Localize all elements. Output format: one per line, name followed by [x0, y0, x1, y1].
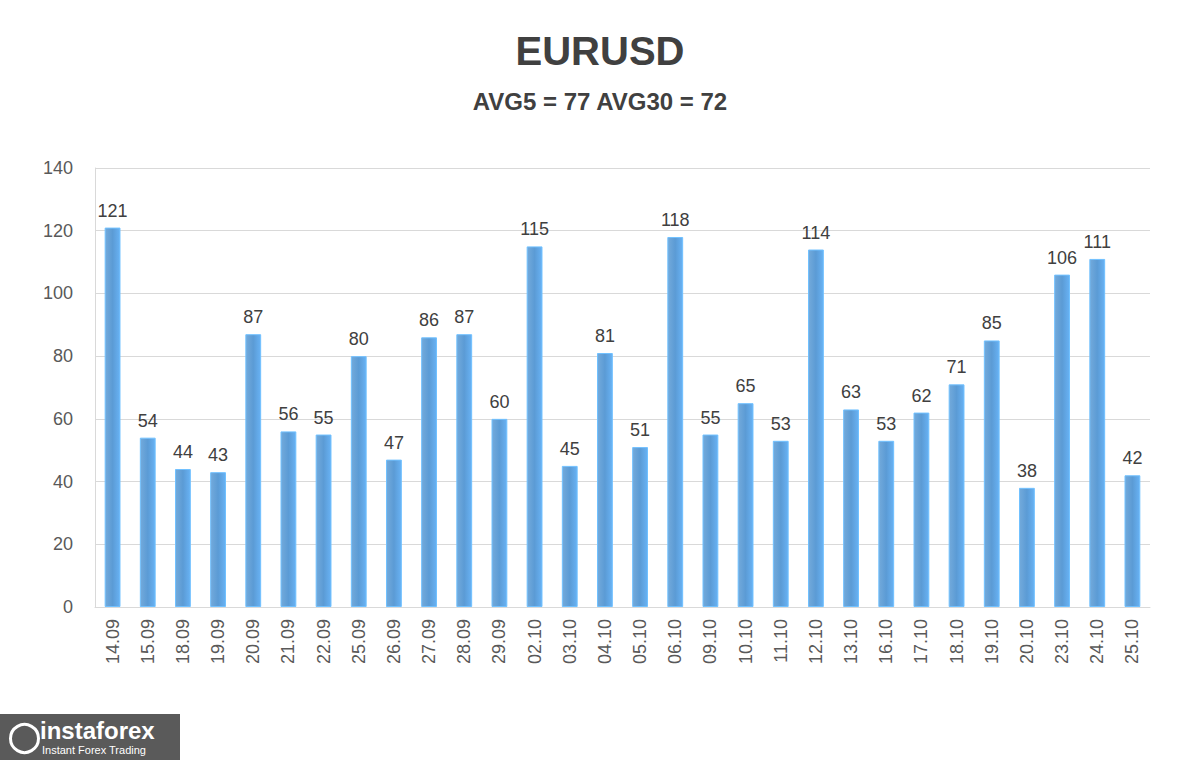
svg-text:20.09: 20.09 [243, 619, 263, 664]
svg-text:Instant Forex Trading: Instant Forex Trading [42, 744, 146, 756]
svg-text:23.10: 23.10 [1052, 619, 1072, 664]
svg-text:16.10: 16.10 [876, 619, 896, 664]
svg-text:21.09: 21.09 [278, 619, 298, 664]
svg-text:118: 118 [661, 210, 690, 230]
svg-text:18.09: 18.09 [173, 619, 193, 664]
svg-text:09.10: 09.10 [700, 619, 720, 664]
svg-text:106: 106 [1047, 248, 1077, 268]
svg-text:10.10: 10.10 [736, 619, 756, 664]
svg-text:53: 53 [771, 414, 791, 434]
svg-text:54: 54 [138, 411, 158, 431]
svg-text:02.10: 02.10 [525, 619, 545, 664]
svg-text:instaforex: instaforex [40, 717, 155, 744]
svg-text:14.09: 14.09 [103, 619, 123, 664]
svg-text:120: 120 [43, 221, 73, 241]
svg-text:71: 71 [947, 357, 967, 377]
svg-text:25.10: 25.10 [1122, 619, 1142, 664]
svg-text:55: 55 [700, 408, 720, 428]
svg-text:04.10: 04.10 [595, 619, 615, 664]
svg-text:40: 40 [53, 472, 73, 492]
svg-text:80: 80 [349, 329, 369, 349]
svg-text:27.09: 27.09 [419, 619, 439, 664]
svg-text:60: 60 [489, 392, 509, 412]
svg-text:47: 47 [384, 433, 404, 453]
svg-text:22.09: 22.09 [314, 619, 334, 664]
svg-text:11.10: 11.10 [771, 619, 791, 663]
svg-text:15.09: 15.09 [138, 619, 158, 664]
svg-text:17.10: 17.10 [911, 619, 931, 664]
svg-text:43: 43 [208, 445, 228, 465]
svg-text:29.09: 29.09 [489, 619, 509, 664]
svg-text:60: 60 [53, 409, 73, 429]
svg-text:05.10: 05.10 [630, 619, 650, 664]
svg-text:62: 62 [911, 386, 931, 406]
svg-text:111: 111 [1084, 232, 1111, 252]
svg-text:28.09: 28.09 [454, 619, 474, 664]
svg-text:19.09: 19.09 [208, 619, 228, 664]
svg-text:42: 42 [1122, 448, 1142, 468]
svg-text:13.10: 13.10 [841, 619, 861, 664]
svg-text:86: 86 [419, 310, 439, 330]
svg-text:100: 100 [43, 283, 73, 303]
svg-text:80: 80 [53, 346, 73, 366]
svg-text:25.09: 25.09 [349, 619, 369, 664]
svg-text:18.10: 18.10 [947, 619, 967, 664]
svg-text:81: 81 [595, 326, 615, 346]
svg-text:55: 55 [314, 408, 334, 428]
svg-text:115: 115 [520, 219, 549, 239]
svg-text:85: 85 [982, 313, 1002, 333]
svg-text:AVG5 = 77 AVG30 = 72: AVG5 = 77 AVG30 = 72 [473, 88, 727, 115]
svg-text:45: 45 [560, 439, 580, 459]
svg-text:19.10: 19.10 [982, 619, 1002, 664]
svg-text:121: 121 [98, 201, 128, 221]
svg-text:26.09: 26.09 [384, 619, 404, 664]
svg-text:87: 87 [454, 307, 474, 327]
svg-text:38: 38 [1017, 461, 1037, 481]
svg-text:56: 56 [278, 404, 298, 424]
svg-text:06.10: 06.10 [665, 619, 685, 664]
svg-text:114: 114 [802, 223, 831, 243]
svg-text:24.10: 24.10 [1087, 619, 1107, 664]
svg-text:51: 51 [630, 420, 650, 440]
svg-text:63: 63 [841, 382, 861, 402]
svg-text:87: 87 [243, 307, 263, 327]
svg-text:03.10: 03.10 [560, 619, 580, 664]
svg-text:140: 140 [43, 158, 73, 178]
svg-text:65: 65 [736, 376, 756, 396]
svg-text:20.10: 20.10 [1017, 619, 1037, 664]
svg-text:0: 0 [63, 597, 73, 617]
svg-text:EURUSD: EURUSD [516, 29, 685, 73]
svg-text:12.10: 12.10 [806, 619, 826, 664]
svg-text:20: 20 [53, 534, 73, 554]
svg-text:53: 53 [876, 414, 896, 434]
svg-text:44: 44 [173, 442, 193, 462]
